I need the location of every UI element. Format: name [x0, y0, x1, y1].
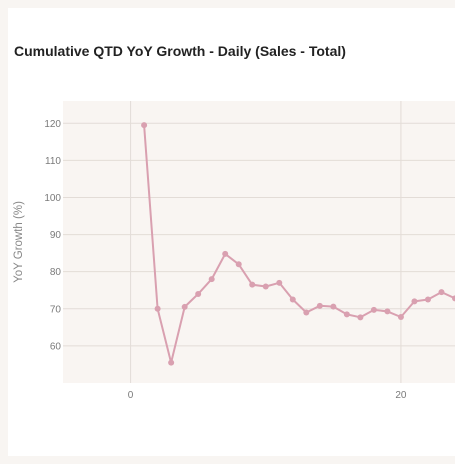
y-tick-label: 70: [50, 304, 62, 315]
data-point[interactable]: [357, 314, 364, 321]
series-line: [143, 125, 455, 364]
data-point[interactable]: [411, 298, 418, 305]
y-tick-label: 80: [50, 267, 62, 278]
y-tick-label: 100: [44, 193, 61, 204]
plot-area: [63, 101, 455, 383]
data-point[interactable]: [181, 303, 188, 310]
data-point[interactable]: [424, 296, 431, 303]
x-tick-label: 20: [395, 390, 407, 401]
data-point[interactable]: [262, 283, 269, 290]
data-point[interactable]: [438, 289, 445, 296]
data-point[interactable]: [168, 359, 175, 366]
series-points: [141, 122, 455, 366]
y-tick-label: 110: [45, 156, 61, 167]
data-point[interactable]: [330, 303, 337, 310]
grid-lines: [63, 101, 455, 383]
data-point[interactable]: [289, 296, 296, 303]
y-axis-label: YoY Growth (%): [13, 201, 25, 283]
data-point[interactable]: [452, 295, 455, 302]
y-tick-label: 90: [50, 230, 62, 241]
data-point[interactable]: [208, 276, 215, 283]
data-point[interactable]: [154, 305, 161, 312]
data-point[interactable]: [249, 281, 256, 288]
data-point[interactable]: [303, 309, 310, 316]
x-tick-label: 0: [128, 390, 134, 401]
chart-title: Cumulative QTD YoY Growth - Daily (Sales…: [14, 43, 346, 59]
data-point[interactable]: [343, 311, 350, 318]
data-point[interactable]: [222, 250, 229, 257]
data-point[interactable]: [235, 261, 242, 268]
data-point[interactable]: [397, 313, 404, 320]
data-point[interactable]: [141, 122, 148, 129]
data-point[interactable]: [316, 302, 323, 309]
y-axis-ticks: 60 70 80 90 100 110 120: [44, 119, 61, 353]
y-tick-label: 120: [44, 119, 61, 130]
data-point[interactable]: [370, 306, 377, 313]
data-point[interactable]: [195, 290, 202, 297]
data-point[interactable]: [384, 308, 391, 315]
x-axis-ticks: 0 20: [128, 390, 407, 401]
y-tick-label: 60: [50, 341, 62, 352]
data-point[interactable]: [276, 279, 283, 286]
